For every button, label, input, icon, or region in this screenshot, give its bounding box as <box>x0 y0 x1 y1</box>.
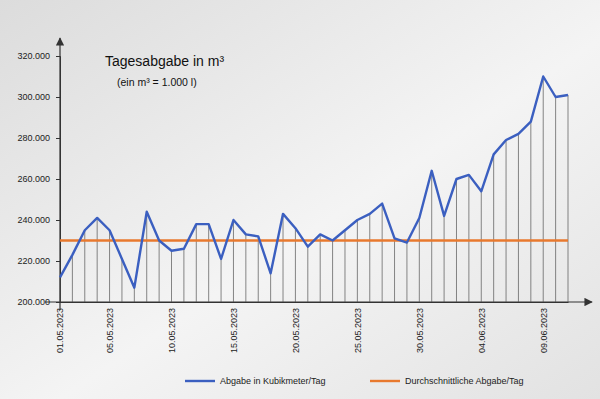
y-tick: 240.000 <box>17 215 60 225</box>
legend-swatch <box>185 380 215 382</box>
drop-line <box>183 249 184 302</box>
drop-line <box>568 95 569 302</box>
drop-line <box>245 234 246 302</box>
drop-line <box>506 140 507 302</box>
y-tick-mark <box>56 220 60 221</box>
y-tick-label: 280.000 <box>17 133 50 143</box>
drop-line <box>406 243 407 302</box>
drop-line <box>444 216 445 302</box>
series-line <box>60 77 568 288</box>
drop-line <box>258 236 259 302</box>
x-tick: 30.05.2023 <box>415 308 425 353</box>
x-tick: 05.05.2023 <box>105 308 115 353</box>
subtitle: (ein m³ = 1.000 l) <box>117 76 197 88</box>
drop-line <box>530 122 531 302</box>
drop-lines <box>60 77 568 303</box>
drop-line <box>332 241 333 303</box>
y-tick: 260.000 <box>17 174 60 184</box>
y-tick-label: 240.000 <box>17 215 50 225</box>
y-tick-label: 300.000 <box>17 92 50 102</box>
x-tick: 25.05.2023 <box>353 308 363 353</box>
x-tick-label: 01.05.2023 <box>55 308 65 353</box>
y-tick: 280.000 <box>17 133 60 143</box>
drop-line <box>196 224 197 302</box>
x-tick-label: 09.06.2023 <box>539 308 549 353</box>
chart: 200.000 220.000 240.000 260.000 280.000 300.0… <box>0 0 600 399</box>
legend-label: Abgabe in Kubikmeter/Tag <box>220 376 326 386</box>
drop-line <box>171 251 172 302</box>
y-axis: 200.000 220.000 240.000 260.000 280.000 300.0… <box>17 51 60 307</box>
drop-line <box>270 273 271 302</box>
drop-line <box>481 191 482 302</box>
y-tick-mark <box>56 302 60 303</box>
x-tick: 09.06.2023 <box>539 308 549 353</box>
y-tick-mark <box>56 138 60 139</box>
y-tick: 200.000 <box>17 297 60 307</box>
drop-line <box>60 277 61 302</box>
plot-area <box>60 77 568 303</box>
y-tick: 320.000 <box>17 51 60 61</box>
x-tick-label: 04.06.2023 <box>477 308 487 353</box>
x-tick: 10.05.2023 <box>167 308 177 353</box>
x-tick-label: 10.05.2023 <box>167 308 177 353</box>
y-axis-line <box>56 57 61 303</box>
x-tick-label: 05.05.2023 <box>105 308 115 353</box>
y-tick: 220.000 <box>17 256 60 266</box>
drop-line <box>320 234 321 302</box>
y-tick-mark <box>56 97 60 98</box>
x-axis-arrow <box>45 301 592 302</box>
x-tick-label: 15.05.2023 <box>229 308 239 353</box>
legend-item: Abgabe in Kubikmeter/Tag <box>185 376 326 386</box>
y-tick-label: 260.000 <box>17 174 50 184</box>
x-tick-label: 20.05.2023 <box>291 308 301 353</box>
x-tick-label: 25.05.2023 <box>353 308 363 353</box>
x-axis: 01.05.2023 05.05.2023 10.05.2023 15.05.2023… <box>55 303 568 354</box>
drop-line <box>555 97 556 302</box>
drop-line <box>431 171 432 302</box>
drop-line <box>97 218 98 302</box>
x-tick: 20.05.2023 <box>291 308 301 353</box>
drop-line <box>233 220 234 302</box>
drop-line <box>283 214 284 302</box>
drop-line <box>382 204 383 302</box>
y-tick-mark <box>56 261 60 262</box>
y-tick-label: 220.000 <box>17 256 50 266</box>
y-tick: 300.000 <box>17 92 60 102</box>
drop-line <box>357 220 358 302</box>
drop-line <box>518 134 519 302</box>
drop-line <box>221 259 222 302</box>
x-axis-line <box>61 302 569 303</box>
drop-line <box>307 247 308 302</box>
background <box>0 0 600 399</box>
drop-line <box>72 255 73 302</box>
drop-line <box>208 224 209 302</box>
drop-line <box>394 238 395 302</box>
x-tick: 15.05.2023 <box>229 308 239 353</box>
drop-line <box>134 288 135 302</box>
y-tick-label: 320.000 <box>17 51 50 61</box>
title: Tagesabgabe in m³ <box>105 53 224 69</box>
y-tick-label: 200.000 <box>17 297 50 307</box>
drop-line <box>543 77 544 303</box>
drop-line <box>419 218 420 302</box>
legend: Abgabe in Kubikmeter/Tag Durchschnittlich… <box>185 376 524 386</box>
drop-line <box>369 214 370 302</box>
drop-line <box>159 241 160 303</box>
x-tick-label: 30.05.2023 <box>415 308 425 353</box>
drop-line <box>121 259 122 302</box>
legend-swatch <box>370 380 400 382</box>
legend-item: Durchschnittliche Abgabe/Tag <box>370 376 524 386</box>
x-tick: 04.06.2023 <box>477 308 487 353</box>
x-tick: 01.05.2023 <box>55 308 65 353</box>
drop-line <box>493 154 494 302</box>
drop-line <box>468 175 469 302</box>
drop-line <box>146 212 147 302</box>
y-tick-mark <box>56 179 60 180</box>
legend-label: Durchschnittliche Abgabe/Tag <box>405 376 524 386</box>
y-tick-mark <box>56 56 60 57</box>
